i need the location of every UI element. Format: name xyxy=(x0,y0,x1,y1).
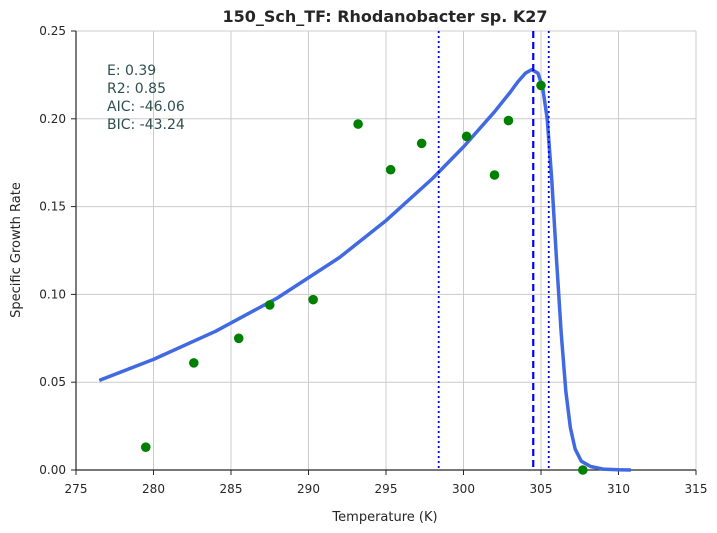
data-point xyxy=(461,131,472,142)
stat-value: 0.85 xyxy=(130,81,166,97)
y-tick-label: 0.15 xyxy=(39,200,66,214)
y-tick-label: 0.25 xyxy=(39,24,66,38)
data-point xyxy=(264,300,275,310)
x-axis-label: Temperature (K) xyxy=(331,510,437,525)
stat-line: E: 0.39 xyxy=(107,63,156,79)
stat-key: AIC: xyxy=(107,99,135,115)
stat-value: 0.39 xyxy=(121,63,157,79)
x-tick-label: 300 xyxy=(452,482,475,496)
stat-key: R2: xyxy=(107,81,130,97)
x-tick-label: 285 xyxy=(220,482,243,496)
stat-line: AIC: -46.06 xyxy=(107,99,185,115)
stat-key: E: xyxy=(107,63,121,79)
y-tick-label: 0.20 xyxy=(39,112,66,126)
data-point xyxy=(578,465,588,475)
data-point xyxy=(308,294,318,305)
x-tick-label: 315 xyxy=(685,482,708,496)
data-point xyxy=(416,138,427,149)
stat-key: BIC: xyxy=(107,117,135,133)
x-tick-label: 295 xyxy=(375,482,398,496)
x-tick-label: 305 xyxy=(530,482,553,496)
data-point xyxy=(353,119,363,129)
data-point xyxy=(385,164,396,175)
y-tick-label: 0.05 xyxy=(39,375,66,389)
data-point xyxy=(536,80,546,91)
x-tick-label: 280 xyxy=(142,482,165,496)
chart-title: 150_Sch_TF: Rhodanobacter sp. K27 xyxy=(222,7,547,26)
stat-value: -43.24 xyxy=(135,117,185,133)
x-tick-label: 310 xyxy=(607,482,630,496)
y-axis-label: Specific Growth Rate xyxy=(9,182,24,318)
plot-area xyxy=(98,31,631,475)
stat-value: -46.06 xyxy=(135,99,185,115)
data-point xyxy=(503,115,514,126)
x-tick-label: 290 xyxy=(297,482,320,496)
ticks: 275 280 285 290 295 300 305 310 315 0.00 0.05 0.10 0… xyxy=(39,24,707,496)
stat-line: BIC: -43.24 xyxy=(107,117,185,133)
stat-line: R2: 0.85 xyxy=(107,81,166,97)
y-tick-label: 0.10 xyxy=(39,287,66,301)
grid xyxy=(75,30,697,471)
y-tick-label: 0.00 xyxy=(39,463,66,477)
data-point xyxy=(140,442,151,452)
x-tick-label: 275 xyxy=(65,482,88,496)
fit-curve xyxy=(98,67,631,472)
data-point xyxy=(189,358,199,368)
data-point xyxy=(489,170,500,180)
data-point xyxy=(233,333,244,344)
